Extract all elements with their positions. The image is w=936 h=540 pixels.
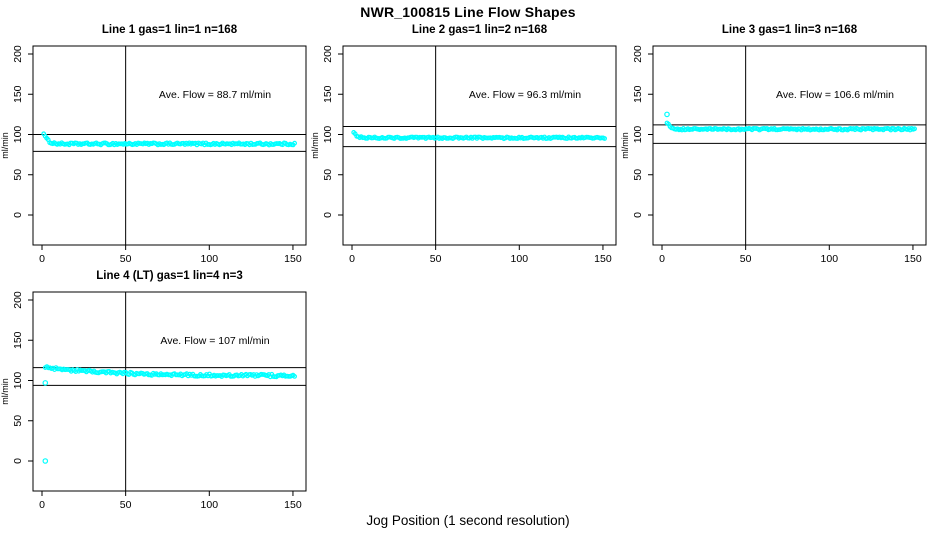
y-axis-label: ml/min bbox=[0, 132, 10, 159]
y-tick-label: 50 bbox=[12, 169, 24, 181]
y-tick-label: 100 bbox=[632, 126, 644, 144]
x-tick-label: 100 bbox=[511, 253, 529, 265]
x-tick-label: 100 bbox=[201, 499, 219, 511]
outlier-point bbox=[42, 380, 49, 386]
y-tick-label: 50 bbox=[12, 415, 24, 427]
x-axis: 0 50 100 150 bbox=[39, 491, 302, 511]
x-tick-label: 0 bbox=[39, 499, 45, 511]
x-tick-label: 50 bbox=[740, 253, 752, 265]
plot-box bbox=[342, 45, 617, 246]
subplot-title: Line 1 gas=1 lin=1 n=168 bbox=[102, 24, 238, 36]
plot-box bbox=[32, 45, 307, 246]
y-tick-label: 100 bbox=[12, 372, 24, 390]
y-tick-label: 200 bbox=[322, 45, 334, 63]
subplot-line-4: Line 4 (LT) gas=1 lin=4 n=3 0 50 100 150 0 50 1… bbox=[0, 266, 312, 512]
x-tick-label: 150 bbox=[904, 253, 922, 265]
plot-box bbox=[32, 291, 307, 492]
y-tick-label: 200 bbox=[12, 45, 24, 63]
y-axis: 0 50 100 150 200 ml/min bbox=[620, 45, 653, 218]
y-tick-label: 100 bbox=[322, 126, 334, 144]
y-axis: 0 50 100 150 200 ml/min bbox=[0, 45, 33, 218]
figure-title: NWR_100815 Line Flow Shapes bbox=[360, 4, 576, 20]
y-tick-label: 50 bbox=[632, 169, 644, 181]
x-tick-label: 50 bbox=[120, 499, 132, 511]
subplot-line-3-canvas: Line 3 gas=1 lin=3 n=168 0 50 100 150 0 50 100 1… bbox=[620, 24, 927, 265]
y-axis-label: ml/min bbox=[0, 378, 10, 405]
x-tick-label: 0 bbox=[349, 253, 355, 265]
y-tick-label: 0 bbox=[632, 212, 644, 218]
ave-flow-annotation: Ave. Flow = 96.3 ml/min bbox=[469, 89, 581, 101]
subplot-line-1-canvas: Line 1 gas=1 lin=1 n=168 0 50 100 150 0 50 100 1… bbox=[0, 24, 307, 265]
data-points bbox=[41, 131, 298, 148]
y-tick-label: 0 bbox=[12, 212, 24, 218]
ave-flow-annotation: Ave. Flow = 106.6 ml/min bbox=[776, 89, 894, 101]
x-tick-label: 0 bbox=[659, 253, 665, 265]
y-tick-label: 100 bbox=[12, 126, 24, 144]
subplot-line-1: Line 1 gas=1 lin=1 n=168 0 50 100 150 0 50 100 1… bbox=[0, 20, 312, 266]
x-tick-label: 50 bbox=[430, 253, 442, 265]
subplot-title: Line 4 (LT) gas=1 lin=4 n=3 bbox=[96, 270, 242, 282]
subplot-title: Line 3 gas=1 lin=3 n=168 bbox=[722, 24, 858, 36]
y-tick-label: 0 bbox=[322, 212, 334, 218]
subplot-line-2: Line 2 gas=1 lin=2 n=168 0 50 100 150 0 50 100 1… bbox=[310, 20, 622, 266]
y-tick-label: 150 bbox=[632, 85, 644, 103]
x-tick-label: 150 bbox=[284, 253, 302, 265]
y-tick-label: 150 bbox=[12, 331, 24, 349]
x-tick-label: 50 bbox=[120, 253, 132, 265]
x-tick-label: 150 bbox=[594, 253, 612, 265]
subplot-line-3: Line 3 gas=1 lin=3 n=168 0 50 100 150 0 50 100 1… bbox=[620, 20, 932, 266]
subplot-line-2-canvas: Line 2 gas=1 lin=2 n=168 0 50 100 150 0 50 100 1… bbox=[310, 24, 617, 265]
x-tick-label: 100 bbox=[201, 253, 219, 265]
y-tick-label: 50 bbox=[322, 169, 334, 181]
x-tick-label: 100 bbox=[821, 253, 839, 265]
y-axis: 0 50 100 150 200 ml/min bbox=[0, 291, 33, 464]
subplot-title: Line 2 gas=1 lin=2 n=168 bbox=[412, 24, 548, 36]
x-axis: 0 50 100 150 bbox=[659, 245, 922, 265]
x-axis: 0 50 100 150 bbox=[39, 245, 302, 265]
y-tick-label: 150 bbox=[12, 85, 24, 103]
y-tick-label: 200 bbox=[12, 291, 24, 309]
outlier-point bbox=[664, 111, 670, 118]
x-axis: 0 50 100 150 bbox=[349, 245, 612, 265]
x-tick-label: 0 bbox=[39, 253, 45, 265]
x-tick-label: 150 bbox=[284, 499, 302, 511]
subplot-line-4-canvas: Line 4 (LT) gas=1 lin=4 n=3 0 50 100 150 0 50 1… bbox=[0, 270, 307, 511]
y-axis-label: ml/min bbox=[620, 132, 630, 159]
y-axis: 0 50 100 150 200 ml/min bbox=[310, 45, 343, 218]
y-tick-label: 0 bbox=[12, 458, 24, 464]
ave-flow-annotation: Ave. Flow = 88.7 ml/min bbox=[159, 89, 271, 101]
data-points bbox=[351, 129, 608, 142]
outlier-point bbox=[42, 458, 49, 464]
plot-box bbox=[652, 45, 927, 246]
ave-flow-annotation: Ave. Flow = 107 ml/min bbox=[160, 335, 269, 347]
data-points bbox=[42, 364, 298, 464]
y-axis-label: ml/min bbox=[310, 132, 320, 159]
figure-x-axis-label: Jog Position (1 second resolution) bbox=[366, 513, 570, 528]
y-tick-label: 200 bbox=[632, 45, 644, 63]
y-tick-label: 150 bbox=[322, 85, 334, 103]
data-points bbox=[664, 111, 918, 133]
